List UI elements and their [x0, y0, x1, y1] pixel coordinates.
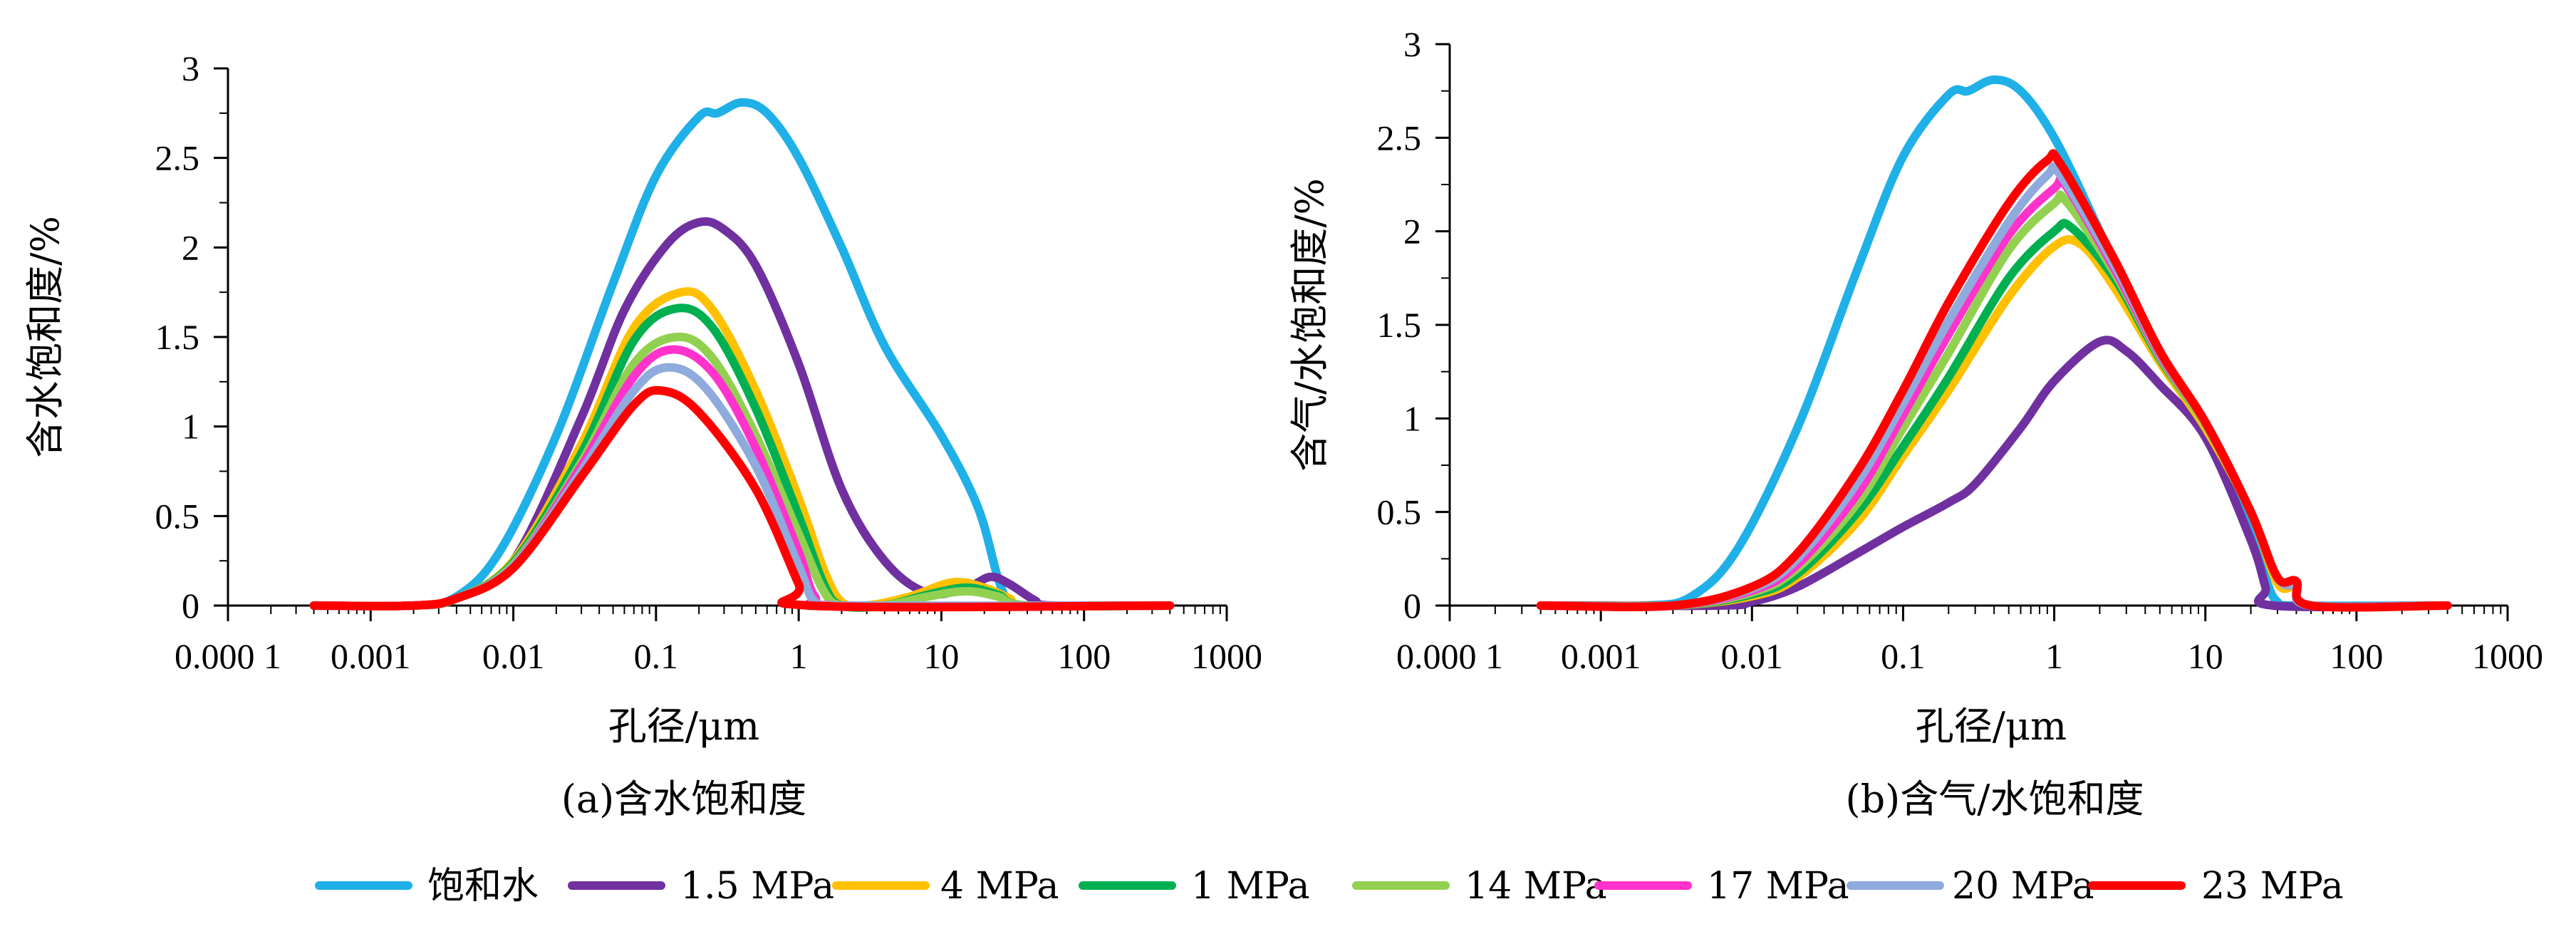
x-axis-title-a: 孔径/μm [608, 704, 760, 749]
y-tick-label-a: 1 [182, 407, 199, 447]
x-tick-label-a: 1000 [1191, 636, 1262, 676]
y-tick-label-b: 1 [1403, 398, 1421, 438]
x-tick-label-a: 0.000 1 [175, 636, 281, 676]
x-tick-label-b: 0.1 [1881, 636, 1926, 676]
legend-label-7: 23 MPa [2201, 865, 2344, 908]
x-axis-title-b: 孔径/μm [1916, 704, 2067, 749]
y-tick-label-a: 0.5 [155, 496, 200, 536]
y-tick-label-a: 3 [182, 48, 199, 88]
y-tick-label-a: 2 [182, 227, 199, 267]
series-line-b-1 [1536, 336, 2452, 611]
series-line-b-0 [1536, 75, 2452, 611]
legend-label-4: 14 MPa [1465, 865, 1607, 908]
y-tick-label-a: 0 [182, 586, 199, 626]
y-tick-label-a: 2.5 [155, 138, 200, 178]
legend-label-0: 饱和水 [427, 865, 539, 908]
series-line-a-7 [309, 385, 1175, 612]
y-axis-title-b: 含气/水饱和度/% [1287, 178, 1332, 472]
y-axis-title-a: 含水饱和度/% [23, 216, 68, 458]
y-tick-label-b: 0.5 [1377, 492, 1422, 532]
x-tick-label-a: 1 [790, 636, 808, 676]
panel-caption-b: (b)含气/水饱和度 [1846, 777, 2144, 821]
series-line-a-0 [309, 98, 1175, 611]
x-tick-label-a: 0.1 [634, 636, 679, 676]
panel-caption-a: (a)含水饱和度 [561, 777, 806, 821]
chart-panel-a: 0 0.5 1 1.5 2 2.5 3 0.000 1 0.001 0.01 0.1 1 10 100 10… [23, 48, 1262, 821]
x-tick-label-b: 0.001 [1561, 636, 1641, 676]
x-tick-label-b: 0.000 1 [1396, 636, 1503, 676]
x-tick-label-b: 1 [2045, 636, 2063, 676]
y-tick-label-b: 0 [1403, 586, 1421, 626]
y-tick-label-a: 1.5 [155, 317, 200, 357]
y-tick-label-b: 2 [1403, 212, 1421, 251]
x-tick-label-a: 0.01 [482, 636, 545, 676]
y-tick-label-b: 1.5 [1377, 305, 1422, 345]
x-tick-label-b: 0.01 [1721, 636, 1784, 676]
series-line-b-7 [1536, 149, 2452, 612]
x-tick-label-b: 100 [2330, 636, 2383, 676]
legend-label-1: 1.5 MPa [680, 865, 834, 908]
legend-label-2: 4 MPa [940, 865, 1059, 908]
x-tick-label-a: 10 [923, 636, 959, 676]
legend-label-5: 17 MPa [1707, 865, 1849, 908]
legend-label-6: 20 MPa [1952, 865, 2094, 908]
y-tick-label-b: 2.5 [1377, 118, 1422, 157]
legend-label-3: 1 MPa [1191, 865, 1310, 908]
x-tick-label-a: 100 [1057, 636, 1111, 676]
legend: 饱和水 1.5 MPa 4 MPa 1 MPa 14 MPa 17 MPa 20 MPa 23… [315, 865, 2344, 908]
chart-panel-b: 0 0.5 1 1.5 2 2.5 3 0.000 1 0.001 0.01 0.1 1 10 100 10… [1287, 24, 2543, 821]
y-tick-label-b: 3 [1403, 24, 1421, 64]
x-tick-label-b: 1000 [2472, 636, 2543, 676]
x-tick-label-a: 0.001 [331, 636, 411, 676]
x-tick-label-b: 10 [2188, 636, 2223, 676]
